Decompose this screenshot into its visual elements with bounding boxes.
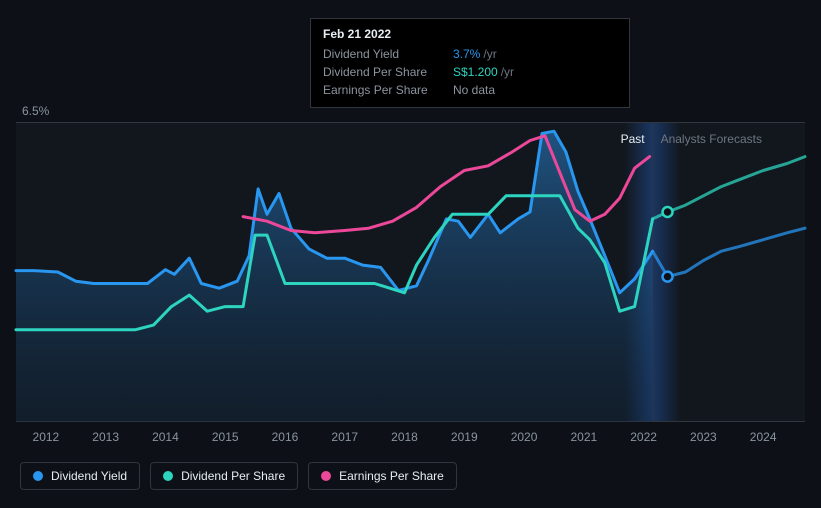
legend-label: Dividend Yield — [51, 469, 127, 483]
x-axis-tick-label: 2024 — [750, 430, 777, 444]
tooltip-row-unit: /yr — [501, 63, 514, 81]
tooltip-row-label: Earnings Per Share — [323, 81, 453, 99]
chart-legend: Dividend Yield Dividend Per Share Earnings… — [20, 462, 457, 490]
legend-item[interactable]: Dividend Yield — [20, 462, 140, 490]
tooltip-date: Feb 21 2022 — [323, 27, 617, 41]
section-label-past: Past — [621, 132, 645, 146]
legend-label: Earnings Per Share — [339, 469, 444, 483]
x-axis-tick-label: 2015 — [212, 430, 239, 444]
x-axis-tick-label: 2013 — [92, 430, 119, 444]
x-axis-tick-label: 2019 — [451, 430, 478, 444]
x-axis-tick-label: 2016 — [272, 430, 299, 444]
x-axis-tick-label: 2021 — [570, 430, 597, 444]
tooltip-row: Dividend Yield3.7%/yr — [323, 45, 617, 63]
x-axis-tick-label: 2017 — [331, 430, 358, 444]
tooltip-row-value: No data — [453, 81, 495, 99]
plot-area[interactable]: Past Analysts Forecasts — [16, 122, 805, 422]
tooltip-row-label: Dividend Per Share — [323, 63, 453, 81]
legend-item[interactable]: Dividend Per Share — [150, 462, 298, 490]
tooltip-row-unit: /yr — [483, 45, 496, 63]
tooltip-row-value: S$1.200 — [453, 63, 498, 81]
tooltip-row: Dividend Per ShareS$1.200/yr — [323, 63, 617, 81]
tooltip-row-value: 3.7% — [453, 45, 480, 63]
x-axis-tick-label: 2022 — [630, 430, 657, 444]
tooltip-row: Earnings Per ShareNo data — [323, 81, 617, 99]
x-axis-tick-label: 2014 — [152, 430, 179, 444]
x-axis-tick-label: 2012 — [33, 430, 60, 444]
chart-svg — [16, 122, 805, 422]
x-axis-tick-label: 2018 — [391, 430, 418, 444]
section-label-forecast: Analysts Forecasts — [661, 132, 762, 146]
x-axis-tick-label: 2023 — [690, 430, 717, 444]
tooltip-row-label: Dividend Yield — [323, 45, 453, 63]
legend-dot-icon — [33, 471, 43, 481]
x-axis-tick-label: 2020 — [511, 430, 538, 444]
legend-label: Dividend Per Share — [181, 469, 285, 483]
legend-dot-icon — [321, 471, 331, 481]
y-axis-max-label: 6.5% — [22, 104, 49, 118]
legend-item[interactable]: Earnings Per Share — [308, 462, 457, 490]
hover-tooltip: Feb 21 2022 Dividend Yield3.7%/yrDividen… — [310, 18, 630, 108]
legend-dot-icon — [163, 471, 173, 481]
chart-container: Feb 21 2022 Dividend Yield3.7%/yrDividen… — [0, 0, 821, 508]
x-axis-labels: 2012 2013 2014 2015 2016 2017 2018 2019 2020 2021… — [16, 430, 805, 448]
